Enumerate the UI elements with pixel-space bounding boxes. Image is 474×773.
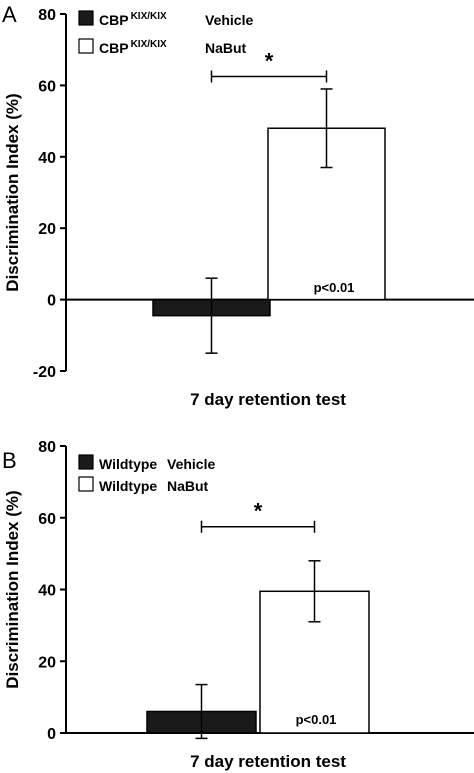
legend-treatment: NaBut: [167, 478, 209, 494]
legend-label: Wildtype: [99, 478, 157, 494]
y-tick-label: 40: [38, 583, 56, 600]
legend-label: CBP KIX/KIX: [99, 11, 167, 28]
y-tick-label: 60: [38, 511, 56, 528]
legend-genotype: CBP: [99, 40, 129, 56]
y-tick-label: 80: [38, 7, 56, 24]
panel-letter: A: [2, 2, 17, 27]
legend-label: Wildtype: [99, 456, 157, 472]
legend-treatment: Vehicle: [167, 456, 215, 472]
y-axis-label: Discrimination Index (%): [3, 93, 22, 291]
legend-treatment: NaBut: [205, 40, 247, 56]
legend-superscript: KIX/KIX: [131, 11, 167, 22]
panel-letter: B: [2, 448, 17, 473]
y-tick-label: 20: [38, 221, 56, 238]
legend-genotype: CBP: [99, 12, 129, 28]
legend-swatch: [78, 38, 94, 54]
x-axis-label: 7 day retention test: [190, 752, 346, 771]
legend-treatment: Vehicle: [205, 12, 253, 28]
legend-swatch: [78, 10, 94, 26]
chart-panel-b: B 0 20 40 60 80 * p<0.01 Discrimination Index (%…: [2, 439, 474, 771]
legend-swatch: [78, 454, 94, 470]
legend-swatch: [78, 476, 94, 492]
chart-panel-a: A -20 0 20 40 60 80 * p<0.01 Discrimination Index…: [2, 2, 474, 409]
y-tick-label: -20: [33, 364, 56, 381]
y-tick-label: 40: [38, 150, 56, 167]
x-axis-label: 7 day retention test: [190, 390, 346, 409]
y-tick-label: 20: [38, 654, 56, 671]
y-tick-label: 80: [38, 439, 56, 456]
y-tick-label: 0: [47, 726, 56, 743]
legend-label: CBP KIX/KIX: [99, 39, 167, 56]
legend-superscript: KIX/KIX: [131, 39, 167, 50]
significance-star: *: [265, 48, 274, 73]
y-tick-label: 60: [38, 78, 56, 95]
legend-genotype: Wildtype: [99, 456, 157, 472]
p-value-label: p<0.01: [314, 280, 355, 295]
y-axis-label: Discrimination Index (%): [3, 490, 22, 688]
legend-genotype: Wildtype: [99, 478, 157, 494]
p-value-label: p<0.01: [296, 712, 337, 727]
y-tick-label: 0: [47, 293, 56, 310]
significance-star: *: [254, 499, 263, 524]
